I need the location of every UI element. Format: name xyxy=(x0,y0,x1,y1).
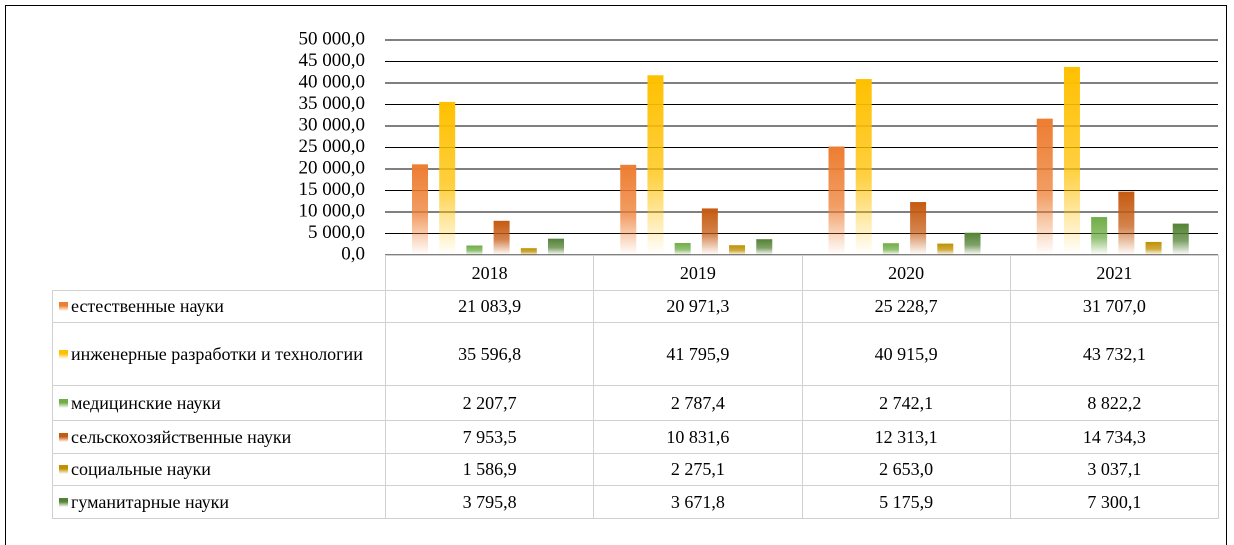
data-label: 5 175,9 xyxy=(801,485,1011,519)
data-label: 2 207,7 xyxy=(385,385,595,421)
x-tick-label: 2021 xyxy=(1009,255,1219,291)
data-label: 20 971,3 xyxy=(593,290,803,323)
data-label: 3 037,1 xyxy=(1009,453,1219,486)
bar xyxy=(1145,241,1162,255)
bar xyxy=(1063,66,1080,256)
y-tick-label: 35 000,0 xyxy=(299,93,366,114)
y-tick-label: 10 000,0 xyxy=(299,200,366,221)
bar xyxy=(701,208,718,255)
y-tick-label: 25 000,0 xyxy=(299,136,366,157)
y-tick-label: 40 000,0 xyxy=(299,71,366,92)
x-tick-label: 2018 xyxy=(385,255,595,291)
data-label: 1 586,9 xyxy=(385,453,595,486)
bar xyxy=(910,202,927,255)
data-label: 10 831,6 xyxy=(593,420,803,454)
legend-marker xyxy=(59,497,68,507)
bar xyxy=(855,79,872,255)
bar xyxy=(620,164,637,255)
data-label: 3 671,8 xyxy=(593,485,803,519)
bar xyxy=(1172,223,1189,255)
legend-entry: социальные науки xyxy=(52,453,386,486)
data-label: 2 787,4 xyxy=(593,385,803,421)
bar xyxy=(674,243,691,255)
bar xyxy=(520,248,537,255)
legend-entry: инженерные разработки и технологии xyxy=(52,322,386,386)
legend-entry: естественные науки xyxy=(52,290,386,323)
bar xyxy=(647,75,664,255)
data-label: 14 734,3 xyxy=(1009,420,1219,454)
legend-label: медицинские науки xyxy=(71,392,221,413)
bar xyxy=(937,243,954,255)
bar xyxy=(1091,217,1108,255)
y-tick-label: 50 000,0 xyxy=(299,28,366,49)
x-tick-label: 2020 xyxy=(801,255,1011,291)
bar xyxy=(439,101,456,255)
y-tick-label: 5 000,0 xyxy=(308,222,365,243)
data-label: 41 795,9 xyxy=(593,322,803,386)
data-label: 35 596,8 xyxy=(385,322,595,386)
legend-entry: медицинские науки xyxy=(52,385,386,421)
y-tick-label: 0,0 xyxy=(341,243,365,264)
bar xyxy=(1036,118,1053,255)
bar xyxy=(493,220,510,255)
legend-label: естественные науки xyxy=(71,296,224,316)
bar xyxy=(828,146,845,255)
data-label: 31 707,0 xyxy=(1009,290,1219,323)
data-label: 43 732,1 xyxy=(1009,322,1219,386)
legend-marker xyxy=(59,432,68,442)
y-tick-label: 45 000,0 xyxy=(299,50,366,71)
y-tick-label: 20 000,0 xyxy=(299,157,366,178)
x-tick-label: 2019 xyxy=(593,255,803,291)
bar xyxy=(548,238,564,255)
data-label: 7 953,5 xyxy=(385,420,595,454)
data-label: 12 313,1 xyxy=(801,420,1011,454)
y-tick-label: 30 000,0 xyxy=(299,114,366,135)
data-label: 2 653,0 xyxy=(801,453,1011,486)
data-label: 2 275,1 xyxy=(593,453,803,486)
legend-label: социальные науки xyxy=(71,459,211,479)
data-label: 8 822,2 xyxy=(1009,385,1219,421)
bar xyxy=(1118,191,1135,255)
frame xyxy=(5,5,1227,545)
bar xyxy=(412,164,428,255)
bar xyxy=(756,239,773,255)
legend-marker xyxy=(59,465,68,474)
data-label: 25 228,7 xyxy=(801,290,1011,323)
legend-marker xyxy=(59,349,68,359)
legend-label: сельскохозяйственные науки xyxy=(71,426,292,447)
bar xyxy=(882,243,899,255)
data-label: 2 742,1 xyxy=(801,385,1011,421)
legend-label: инженерные разработки и технологии xyxy=(71,343,363,364)
data-label: 21 083,9 xyxy=(385,290,595,323)
bar xyxy=(964,232,981,255)
data-label: 3 795,8 xyxy=(385,485,595,519)
bar xyxy=(729,245,746,255)
legend-label: гуманитарные науки xyxy=(71,491,230,512)
legend-entry: гуманитарные науки xyxy=(52,485,386,519)
legend-entry: сельскохозяйственные науки xyxy=(52,420,386,454)
y-tick-label: 15 000,0 xyxy=(299,179,366,200)
bar xyxy=(466,245,483,255)
data-label: 40 915,9 xyxy=(801,322,1011,386)
legend-marker xyxy=(59,398,68,408)
legend-marker xyxy=(59,302,68,311)
data-label: 7 300,1 xyxy=(1009,485,1219,519)
